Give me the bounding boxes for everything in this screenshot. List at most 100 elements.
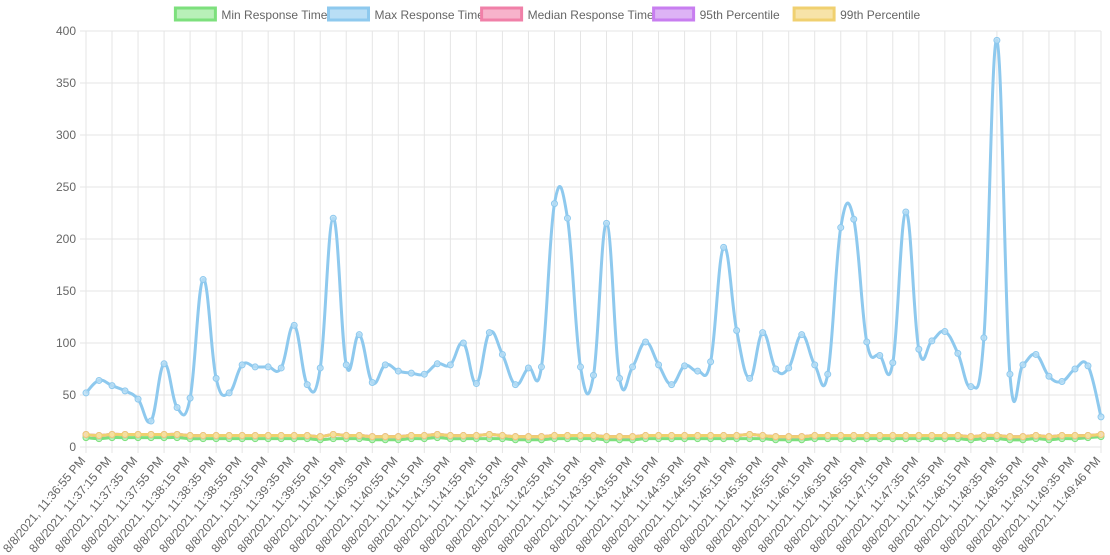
data-point xyxy=(681,362,689,370)
data-point xyxy=(629,433,637,441)
data-point xyxy=(876,432,884,440)
y-tick-label: 150 xyxy=(56,284,76,298)
data-point xyxy=(225,389,233,397)
data-point xyxy=(381,361,389,369)
data-point xyxy=(264,363,272,371)
data-point xyxy=(889,432,897,440)
data-point xyxy=(772,433,780,441)
legend-label: Median Response Time xyxy=(528,8,654,22)
data-point xyxy=(1006,370,1014,378)
data-point xyxy=(1019,433,1027,441)
data-point xyxy=(1032,432,1040,440)
data-point xyxy=(928,337,936,345)
data-point xyxy=(329,431,337,439)
data-point xyxy=(603,219,611,227)
data-point xyxy=(537,363,545,371)
legend-label: Min Response Time xyxy=(221,8,327,22)
data-point xyxy=(238,361,246,369)
data-point xyxy=(1097,431,1105,439)
data-point xyxy=(1071,432,1079,440)
data-point xyxy=(759,329,767,337)
data-point xyxy=(863,338,871,346)
data-point xyxy=(902,208,910,216)
data-point xyxy=(134,431,142,439)
data-point xyxy=(277,432,285,440)
data-point xyxy=(511,381,519,389)
y-tick-label: 100 xyxy=(56,336,76,350)
data-point xyxy=(1071,365,1079,373)
data-point xyxy=(212,432,220,440)
series xyxy=(82,431,1105,441)
data-point xyxy=(355,331,363,339)
data-point xyxy=(251,363,259,371)
data-point xyxy=(785,433,793,441)
data-point xyxy=(472,380,480,388)
data-point xyxy=(433,431,441,439)
data-point xyxy=(420,370,428,378)
data-point xyxy=(186,394,194,402)
data-point xyxy=(824,370,832,378)
data-point xyxy=(459,339,467,347)
data-point xyxy=(603,433,611,441)
legend-label: Max Response Time xyxy=(375,8,485,22)
data-point xyxy=(498,432,506,440)
data-point xyxy=(1084,432,1092,440)
data-point xyxy=(616,374,624,382)
data-point xyxy=(290,432,298,440)
data-point xyxy=(121,387,129,395)
data-point xyxy=(1032,350,1040,358)
data-point xyxy=(1006,433,1014,441)
data-point xyxy=(563,432,571,440)
data-point xyxy=(407,432,415,440)
data-point xyxy=(642,338,650,346)
data-point xyxy=(173,431,181,439)
data-point xyxy=(563,214,571,222)
data-point xyxy=(576,432,584,440)
data-point xyxy=(251,432,259,440)
data-point xyxy=(199,432,207,440)
data-point xyxy=(394,367,402,375)
data-point xyxy=(186,432,194,440)
data-point xyxy=(277,364,285,372)
legend-swatch xyxy=(327,6,370,22)
data-point xyxy=(746,431,754,439)
data-point xyxy=(850,215,858,223)
data-point xyxy=(733,327,741,335)
data-point xyxy=(980,432,988,440)
data-point xyxy=(264,432,272,440)
data-point xyxy=(381,433,389,441)
data-point xyxy=(524,364,532,372)
data-point xyxy=(915,432,923,440)
data-point xyxy=(590,432,597,440)
data-point xyxy=(694,367,702,375)
data-point xyxy=(616,433,624,441)
y-tick-label: 250 xyxy=(56,180,76,194)
data-point xyxy=(433,360,441,368)
data-point xyxy=(837,224,845,232)
data-point xyxy=(121,431,129,439)
data-point xyxy=(329,214,337,222)
data-point xyxy=(1058,377,1066,385)
legend-swatch xyxy=(480,6,524,22)
data-point xyxy=(902,432,910,440)
data-point xyxy=(720,243,728,251)
data-point xyxy=(954,432,962,440)
data-point xyxy=(407,369,415,377)
data-point xyxy=(1097,413,1105,421)
data-point xyxy=(707,358,715,366)
data-point xyxy=(173,403,181,411)
series-line xyxy=(84,38,1103,424)
data-point xyxy=(368,379,376,387)
data-point xyxy=(928,432,936,440)
data-point xyxy=(746,374,754,382)
data-point xyxy=(668,432,676,440)
data-point xyxy=(550,200,558,208)
data-point xyxy=(459,432,467,440)
data-point xyxy=(889,359,897,367)
legend-label: 95th Percentile xyxy=(700,8,780,22)
data-point xyxy=(837,432,845,440)
data-point xyxy=(472,432,480,440)
data-point xyxy=(798,331,806,339)
data-point xyxy=(1084,362,1092,370)
